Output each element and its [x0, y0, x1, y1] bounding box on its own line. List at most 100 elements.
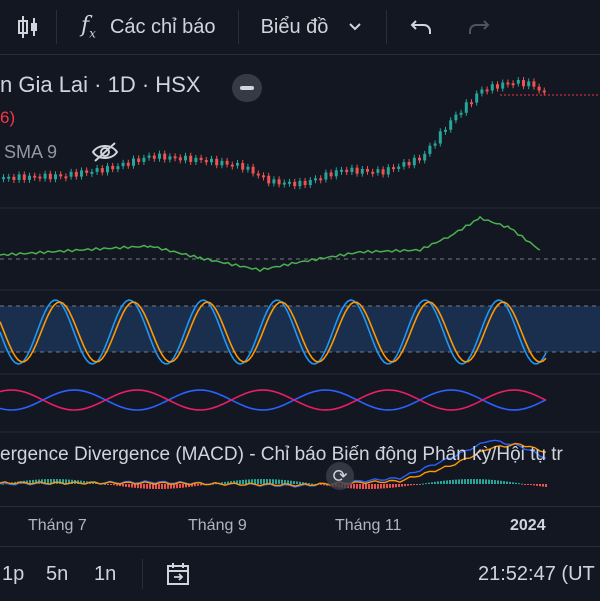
axis-label-sep: Tháng 9 [188, 517, 247, 534]
macd-bar [401, 484, 403, 487]
macd-bar [521, 483, 523, 485]
macd-bar [182, 484, 184, 488]
chart-canvas[interactable] [0, 54, 600, 506]
redo-button[interactable] [455, 0, 503, 54]
eye-off-icon[interactable] [90, 140, 120, 164]
candle [516, 80, 520, 84]
macd-bar [278, 479, 280, 484]
indicators-button[interactable]: fx Các chỉ báo [57, 0, 238, 54]
macd-bar [263, 479, 265, 484]
macd-legend-label[interactable]: ergence Divergence (MACD) - Chỉ báo Biến… [0, 444, 563, 465]
candle [152, 155, 156, 159]
range-5n-button[interactable]: 5n [46, 562, 69, 585]
chart-menu-button[interactable]: Biểu đồ [239, 0, 387, 54]
macd-bar [311, 483, 313, 485]
candle [142, 157, 146, 162]
candle [490, 84, 494, 91]
candle [496, 84, 499, 89]
macd-bar [152, 484, 154, 489]
candle [371, 171, 375, 174]
macd-bar [524, 484, 526, 485]
macd-bar [110, 484, 112, 485]
macd-bar [185, 484, 187, 488]
candle [59, 174, 63, 177]
macd-bar [539, 484, 541, 487]
macd-bar [479, 479, 481, 484]
macd-bar [158, 484, 160, 489]
macd-bar [194, 484, 196, 487]
candle [527, 81, 531, 87]
sma-label[interactable]: SMA 9 [4, 142, 58, 162]
macd-bar [488, 479, 490, 484]
macd-bar [419, 483, 421, 485]
macd-bar [368, 484, 370, 489]
macd-bar [122, 484, 124, 487]
macd-bar [254, 479, 256, 484]
candle [542, 90, 546, 93]
macd-bar [482, 479, 484, 484]
candle [423, 153, 427, 161]
time-axis[interactable]: Tháng 7 Tháng 9 Tháng 11 2024 [0, 506, 600, 547]
macd-bar [365, 484, 367, 489]
macd-bar [245, 479, 247, 484]
symbol-title[interactable]: n Gia Lai · 1D · HSX [0, 72, 201, 97]
macd-bar [200, 484, 202, 486]
candle [454, 114, 458, 121]
macd-bar [233, 480, 235, 484]
macd-bar [275, 479, 277, 484]
range-1p-button[interactable]: 1p [2, 562, 25, 585]
candle [230, 164, 234, 167]
macd-bar [542, 484, 544, 487]
macd-bar [26, 480, 28, 484]
candle [392, 167, 395, 170]
candle [241, 163, 245, 170]
macd-bar [290, 480, 292, 484]
undo-button[interactable] [387, 0, 455, 54]
macd-bar [146, 484, 148, 489]
date-range-icon[interactable] [166, 562, 190, 586]
top-toolbar: fx Các chỉ báo Biểu đồ [0, 0, 600, 55]
candle [210, 158, 213, 163]
macd-bar [47, 479, 49, 484]
macd-bar [407, 484, 409, 486]
macd-bar [104, 483, 106, 485]
candle [48, 173, 52, 180]
macd-bar [71, 479, 73, 484]
macd-bar [416, 484, 418, 485]
stoch-d-line [0, 301, 547, 363]
axis-label-2024: 2024 [510, 517, 546, 534]
macd-bar [467, 479, 469, 484]
candle [194, 157, 198, 162]
candle [220, 160, 224, 166]
candle [501, 82, 505, 89]
macd-bar [353, 484, 355, 489]
collapse-legend-button[interactable] [232, 74, 262, 102]
macd-bar [422, 483, 424, 485]
candle [54, 174, 57, 180]
legend-change-value: 6) [0, 108, 16, 127]
macd-bar [458, 479, 460, 484]
macd-bar [272, 479, 274, 484]
candle [251, 166, 255, 174]
macd-bar [506, 481, 508, 484]
range-1n-button[interactable]: 1n [94, 562, 117, 585]
candle [407, 162, 411, 166]
macd-bar [512, 482, 514, 484]
macd-bar [119, 484, 121, 487]
macd-bar [68, 479, 70, 484]
macd-bar [155, 484, 157, 489]
macd-bar [242, 479, 244, 484]
macd-bar [44, 479, 46, 484]
candle [225, 160, 229, 165]
candle-type-button[interactable] [0, 0, 56, 54]
macd-bar [503, 481, 505, 484]
candle [267, 175, 271, 184]
macd-bar [107, 484, 109, 485]
candle [298, 180, 302, 187]
candle [163, 153, 167, 160]
axis-label-nov: Tháng 11 [335, 517, 402, 534]
reload-icon[interactable]: ⟳ [326, 462, 354, 490]
clock-time[interactable]: 21:52:47 (UT [478, 562, 595, 585]
macd-bar [149, 484, 151, 489]
macd-bar [287, 480, 289, 484]
